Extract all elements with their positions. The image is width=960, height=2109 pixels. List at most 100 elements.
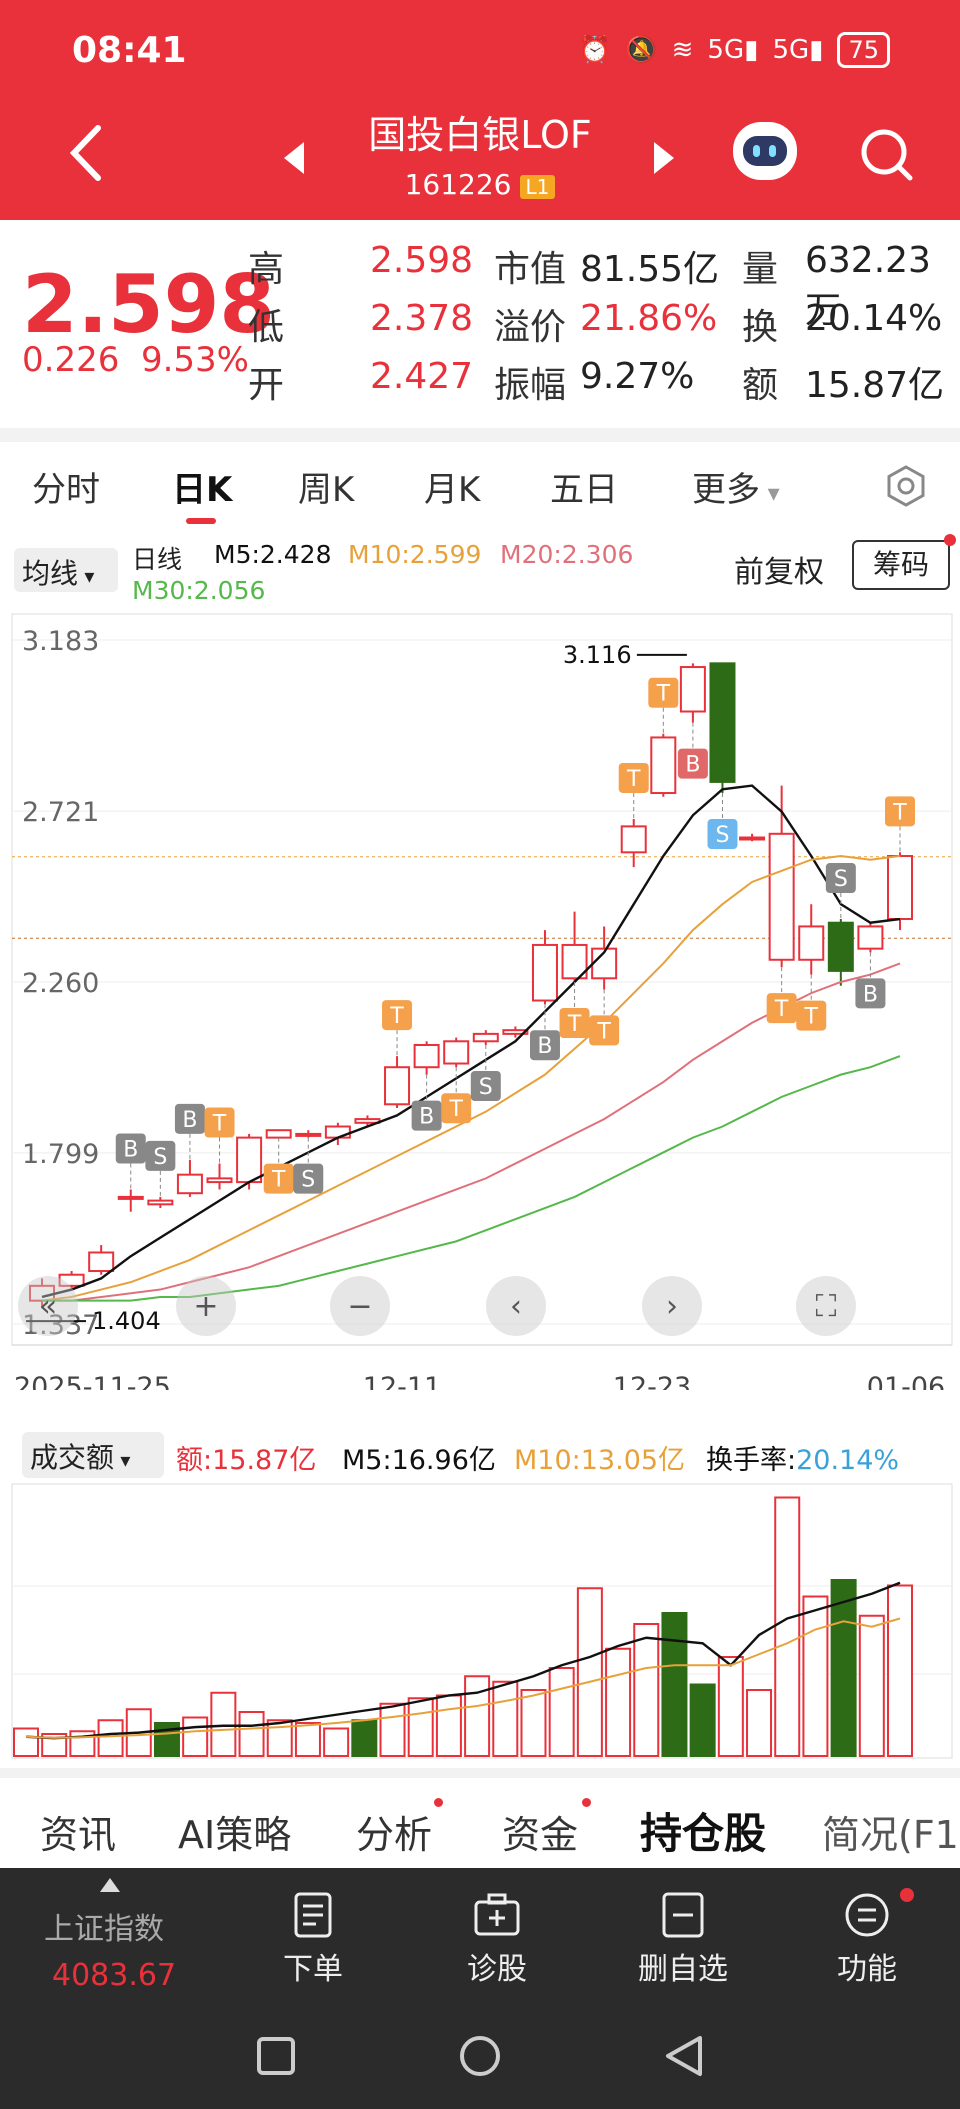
index-name[interactable]: 上证指数 <box>44 1912 164 1947</box>
back-nav-icon[interactable] <box>664 2034 704 2078</box>
quote-label: 低 <box>248 307 285 348</box>
quote-label: 量 <box>742 249 779 290</box>
trade-marker <box>145 1140 176 1171</box>
volume-bar <box>858 1614 885 1757</box>
notification-dot <box>582 1798 591 1807</box>
trade-marker <box>293 1163 324 1194</box>
quote-label: 开 <box>248 365 285 406</box>
candle-body <box>827 921 854 972</box>
subtab-profile[interactable]: 简况(F1 <box>822 1813 959 1857</box>
chart-control-label: + <box>193 1289 218 1324</box>
tab-rik[interactable]: 日K <box>172 470 233 510</box>
tab-more[interactable]: 更多 ▾ <box>692 470 780 510</box>
wifi-icon: ≋ <box>671 35 694 65</box>
fuquan-toggle[interactable]: 前复权 <box>734 555 824 590</box>
chart-control-button[interactable] <box>18 1276 78 1336</box>
home-icon[interactable] <box>458 2034 502 2078</box>
chart-control-label: ‹ <box>510 1289 522 1324</box>
trade-marker-label: T <box>596 1019 611 1044</box>
next-stock-button[interactable] <box>654 142 674 174</box>
vol-m10: M10:13.05亿 <box>514 1445 686 1476</box>
ma-select[interactable]: 均线 ▾ <box>14 548 118 592</box>
chart-control-label: − <box>347 1289 372 1324</box>
chart-control-button[interactable] <box>330 1276 390 1336</box>
volume-bar <box>294 1722 321 1757</box>
volume-bar <box>464 1675 491 1757</box>
chart-control-label: « <box>39 1289 57 1324</box>
y-tick-label: 2.260 <box>22 968 99 999</box>
trade-marker-label: T <box>567 1012 582 1037</box>
chart-control-label: › <box>666 1289 678 1324</box>
volume-bar <box>153 1722 180 1757</box>
candle-body <box>117 1195 144 1200</box>
quote-label: 振幅 <box>494 365 567 406</box>
order-button[interactable]: 下单 <box>258 1890 368 1988</box>
trade-marker-label: B <box>863 982 878 1007</box>
chouma-button[interactable]: 筹码 <box>852 540 950 590</box>
kline-chart[interactable]: 3.1832.7212.2601.7991.337BSBTTSTBTSBTTTT… <box>0 610 960 1390</box>
trade-marker-label: S <box>715 823 729 848</box>
volume-bar <box>548 1667 575 1757</box>
subtab-news[interactable]: 资讯 <box>40 1813 117 1857</box>
ai-robot-icon[interactable] <box>733 122 797 180</box>
quote-value: 21.86% <box>580 298 718 339</box>
y-tick-label: 2.721 <box>22 797 99 828</box>
trade-marker-label: T <box>212 1112 227 1137</box>
subtab-analysis[interactable]: 分析 <box>356 1813 433 1857</box>
back-icon[interactable] <box>58 118 118 188</box>
volume-bar <box>689 1683 716 1757</box>
quote-value: 632.23万 <box>805 240 931 331</box>
recent-apps-icon[interactable] <box>256 2036 296 2076</box>
tab-wuri[interactable]: 五日 <box>550 470 618 510</box>
volume-select[interactable]: 成交额 ▾ <box>22 1432 164 1478</box>
search-icon[interactable] <box>858 126 914 182</box>
mute-icon: 🔕 <box>625 35 658 65</box>
settings-icon[interactable] <box>884 464 928 508</box>
stock-title: 国投白银LOF <box>368 113 592 157</box>
subtab-funds[interactable]: 资金 <box>502 1813 579 1857</box>
quote-label: 高 <box>248 249 285 290</box>
trade-marker-label: B <box>685 753 700 778</box>
tab-zhouk[interactable]: 周K <box>298 470 355 510</box>
tab-fenshi[interactable]: 分时 <box>32 470 100 510</box>
trade-marker <box>766 993 797 1024</box>
app-header: 08:41 ⏰ 🔕 ≋ 5G▮ 5G▮ 75 国投白银LOF 161226 L1 <box>0 0 960 220</box>
remove-watchlist-button[interactable]: 删自选 <box>628 1890 738 1988</box>
subtab-ai-strategy[interactable]: AI策略 <box>178 1813 292 1857</box>
alarm-icon: ⏰ <box>578 35 612 65</box>
expand-up-icon[interactable] <box>100 1878 120 1892</box>
period-label: 日线 <box>132 545 183 574</box>
prev-stock-button[interactable] <box>284 142 304 174</box>
quote-value: 2.378 <box>370 298 474 339</box>
candle-body <box>798 925 825 961</box>
chart-control-button[interactable] <box>176 1276 236 1336</box>
diagnose-button[interactable]: 诊股 <box>442 1890 552 1988</box>
trade-marker <box>441 1093 472 1124</box>
subtab-holdings[interactable]: 持仓股 <box>640 1809 767 1858</box>
tab-yuek[interactable]: 月K <box>424 470 481 510</box>
candle-body <box>650 736 677 795</box>
status-icons: ⏰ 🔕 ≋ 5G▮ 5G▮ 75 <box>579 32 890 68</box>
m5-line <box>25 1581 901 1740</box>
divider <box>0 428 960 442</box>
candle-body <box>709 662 736 783</box>
volume-bar <box>182 1716 209 1757</box>
volume-bar <box>238 1711 265 1757</box>
trade-marker <box>263 1163 294 1194</box>
trade-marker-label: T <box>389 1004 404 1029</box>
function-button[interactable]: 功能 <box>812 1890 922 1988</box>
trade-marker-label: B <box>419 1105 434 1130</box>
chart-control-button[interactable] <box>642 1276 702 1336</box>
candle-body <box>887 855 913 921</box>
volume-bar <box>41 1733 68 1757</box>
volume-chart[interactable] <box>0 1420 960 1760</box>
vol-amount: 额:15.87亿 <box>176 1445 317 1476</box>
chart-control-button[interactable] <box>486 1276 546 1336</box>
chart-control-button[interactable] <box>796 1276 856 1336</box>
trade-marker <box>648 677 679 708</box>
candle-body <box>147 1199 174 1206</box>
m30-line <box>42 1055 901 1302</box>
candle-body <box>443 1040 470 1065</box>
volume-bar <box>746 1689 773 1757</box>
candle-body <box>857 925 884 950</box>
